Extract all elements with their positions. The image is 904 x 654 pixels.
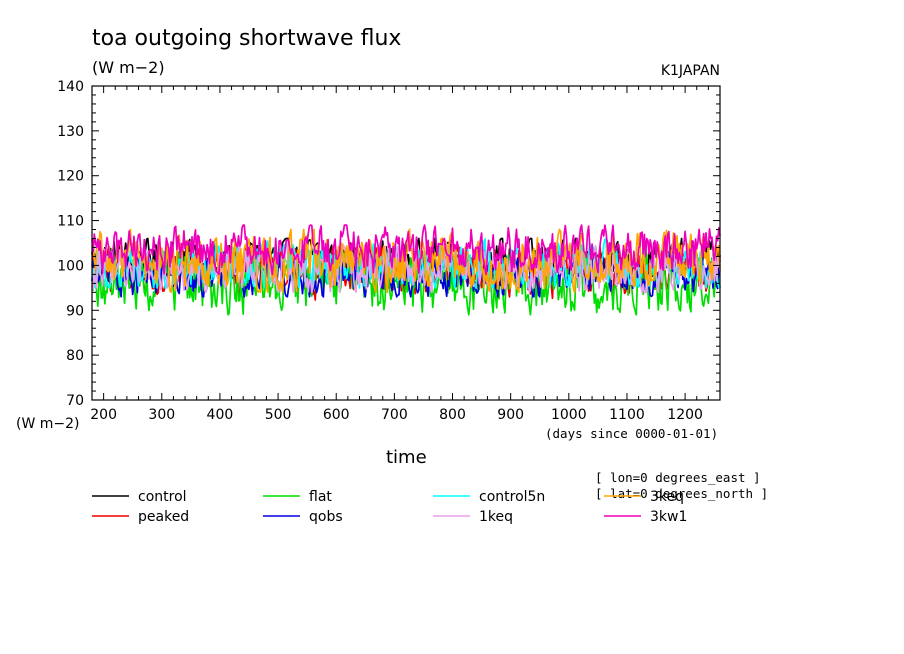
x-tick-label: 700 <box>381 407 408 423</box>
x-tick-label: 200 <box>90 407 117 423</box>
model-label: K1JAPAN <box>661 63 720 79</box>
y-tick-label: 100 <box>57 258 84 274</box>
x-tick-label: 1000 <box>551 407 587 423</box>
y-tick-label: 140 <box>57 79 84 95</box>
legend-label-control: control <box>138 489 187 505</box>
annotation-lat: [ lat=0 degrees_north ] <box>595 486 768 501</box>
series-line-3kw1 <box>91 224 721 276</box>
chart-units: (W m−2) <box>92 58 165 77</box>
ticks-layer: 70 80 90 100 110 120 130 140 200 300 400 500 600 700 8… <box>57 79 721 423</box>
legend-label-control5n: control5n <box>479 489 545 505</box>
legend-label-3keq: 3keq <box>650 489 684 505</box>
y-axis-label: (W m−2) <box>16 416 80 432</box>
y-tick-label: 70 <box>66 393 84 409</box>
legend-label-peaked: peaked <box>138 509 189 525</box>
x-tick-label: 800 <box>439 407 466 423</box>
legend-label-flat: flat <box>309 489 332 505</box>
x-tick-label: 900 <box>497 407 524 423</box>
y-tick-label: 130 <box>57 124 84 140</box>
x-tick-label: 1200 <box>667 407 703 423</box>
annotation-lon: [ lon=0 degrees_east ] <box>595 470 761 485</box>
y-tick-label: 120 <box>57 169 84 185</box>
x-axis-units: (days since 0000-01-01) <box>545 426 718 441</box>
x-tick-label: 300 <box>148 407 175 423</box>
x-tick-label: 400 <box>207 407 234 423</box>
y-tick-label: 90 <box>66 303 84 319</box>
legend-label-1keq: 1keq <box>479 509 513 525</box>
y-tick-label: 110 <box>57 214 84 230</box>
x-tick-label: 600 <box>323 407 350 423</box>
y-tick-label: 80 <box>66 348 84 364</box>
x-tick-label: 1100 <box>609 407 645 423</box>
legend: control flat control5n 3keq peaked qobs 1keq 3k… <box>92 489 687 525</box>
legend-label-qobs: qobs <box>309 509 343 525</box>
series-layer <box>91 224 721 316</box>
x-tick-label: 500 <box>265 407 292 423</box>
x-axis-title: time <box>386 447 427 468</box>
legend-label-3kw1: 3kw1 <box>650 509 687 525</box>
chart-title: toa outgoing shortwave flux <box>92 26 401 51</box>
